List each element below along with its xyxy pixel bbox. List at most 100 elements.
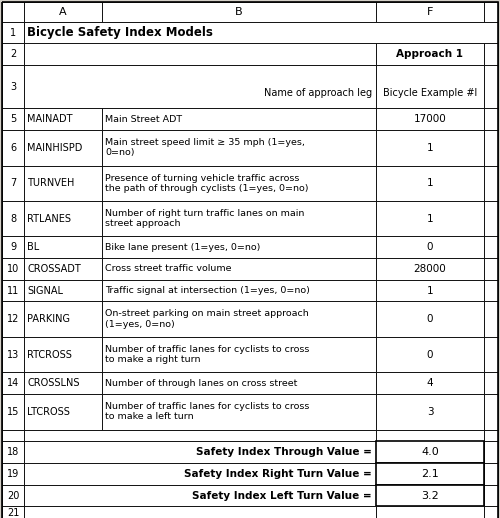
Text: 0: 0: [427, 314, 433, 324]
Text: PARKING: PARKING: [27, 314, 70, 324]
Text: 4.0: 4.0: [421, 447, 439, 457]
Bar: [2, 236, 24, 258]
Bar: [2, 65, 24, 108]
Bar: [102, 236, 376, 258]
Text: 13: 13: [7, 350, 19, 359]
Bar: [24, 280, 102, 301]
Text: 1: 1: [426, 214, 434, 224]
Bar: [102, 394, 376, 429]
Text: 12: 12: [7, 314, 19, 324]
Text: Presence of turning vehicle traffic across
the path of through cyclists (1=yes, : Presence of turning vehicle traffic acro…: [105, 174, 308, 193]
Bar: [2, 166, 24, 201]
Text: 6: 6: [10, 143, 16, 153]
Text: Bicycle Example #l: Bicycle Example #l: [383, 88, 477, 98]
Bar: [102, 337, 376, 372]
Bar: [376, 429, 484, 441]
Bar: [2, 441, 24, 463]
Text: Main Street ADT: Main Street ADT: [105, 114, 182, 124]
Bar: [24, 337, 102, 372]
Bar: [2, 130, 24, 166]
Bar: [102, 280, 376, 301]
Bar: [484, 507, 498, 518]
Bar: [376, 258, 484, 280]
Text: 20: 20: [7, 491, 19, 500]
Text: 17000: 17000: [414, 114, 446, 124]
Text: 3: 3: [10, 82, 16, 92]
Text: 5: 5: [10, 114, 16, 124]
Bar: [2, 372, 24, 394]
Bar: [102, 372, 376, 394]
Text: A: A: [59, 7, 67, 17]
Text: F: F: [427, 7, 433, 17]
Bar: [2, 2, 24, 22]
Bar: [376, 130, 484, 166]
Bar: [24, 507, 376, 518]
Bar: [24, 201, 102, 236]
Bar: [2, 429, 24, 441]
Bar: [24, 258, 102, 280]
Text: Safety Index Through Value =: Safety Index Through Value =: [196, 447, 372, 457]
Bar: [102, 301, 376, 337]
Bar: [24, 463, 376, 485]
Bar: [102, 166, 376, 201]
Bar: [376, 372, 484, 394]
Bar: [2, 507, 24, 518]
Bar: [2, 485, 24, 507]
Text: RTLANES: RTLANES: [27, 214, 71, 224]
Text: 1: 1: [10, 27, 16, 37]
Bar: [484, 372, 498, 394]
Bar: [24, 394, 102, 429]
Text: TURNVEH: TURNVEH: [27, 178, 74, 188]
Bar: [484, 280, 498, 301]
Bar: [376, 485, 484, 507]
Bar: [376, 485, 484, 507]
Bar: [102, 2, 376, 22]
Bar: [376, 441, 484, 463]
Text: MAINADT: MAINADT: [27, 114, 72, 124]
Text: CROSSLNS: CROSSLNS: [27, 378, 80, 388]
Text: 21: 21: [7, 508, 19, 518]
Bar: [2, 201, 24, 236]
Bar: [484, 394, 498, 429]
Bar: [24, 372, 102, 394]
Bar: [24, 22, 498, 44]
Text: 14: 14: [7, 378, 19, 388]
Text: Bicycle Safety Index Models: Bicycle Safety Index Models: [27, 26, 213, 39]
Bar: [2, 22, 24, 44]
Bar: [484, 301, 498, 337]
Text: MAINHISPD: MAINHISPD: [27, 143, 82, 153]
Bar: [24, 2, 102, 22]
Text: SIGNAL: SIGNAL: [27, 285, 63, 296]
Bar: [376, 441, 484, 463]
Text: Approach 1: Approach 1: [396, 49, 464, 59]
Bar: [2, 258, 24, 280]
Bar: [24, 130, 102, 166]
Bar: [376, 507, 484, 518]
Text: 0: 0: [427, 242, 433, 252]
Text: 10: 10: [7, 264, 19, 274]
Text: B: B: [235, 7, 243, 17]
Text: 9: 9: [10, 242, 16, 252]
Text: Main street speed limit ≥ 35 mph (1=yes,
0=no): Main street speed limit ≥ 35 mph (1=yes,…: [105, 138, 305, 157]
Text: 2: 2: [10, 49, 16, 59]
Bar: [102, 130, 376, 166]
Bar: [24, 485, 376, 507]
Text: Cross street traffic volume: Cross street traffic volume: [105, 265, 232, 274]
Text: Traffic signal at intersection (1=yes, 0=no): Traffic signal at intersection (1=yes, 0…: [105, 286, 310, 295]
Text: 1: 1: [426, 143, 434, 153]
Text: Number of through lanes on cross street: Number of through lanes on cross street: [105, 379, 298, 387]
Text: CROSSADT: CROSSADT: [27, 264, 81, 274]
Bar: [484, 2, 498, 22]
Bar: [102, 201, 376, 236]
Bar: [102, 108, 376, 130]
Bar: [484, 337, 498, 372]
Bar: [2, 394, 24, 429]
Text: Name of approach leg: Name of approach leg: [264, 88, 372, 98]
Bar: [2, 280, 24, 301]
Bar: [484, 44, 498, 65]
Bar: [484, 258, 498, 280]
Bar: [2, 108, 24, 130]
Text: Bike lane present (1=yes, 0=no): Bike lane present (1=yes, 0=no): [105, 243, 260, 252]
Bar: [376, 463, 484, 485]
Bar: [484, 441, 498, 463]
